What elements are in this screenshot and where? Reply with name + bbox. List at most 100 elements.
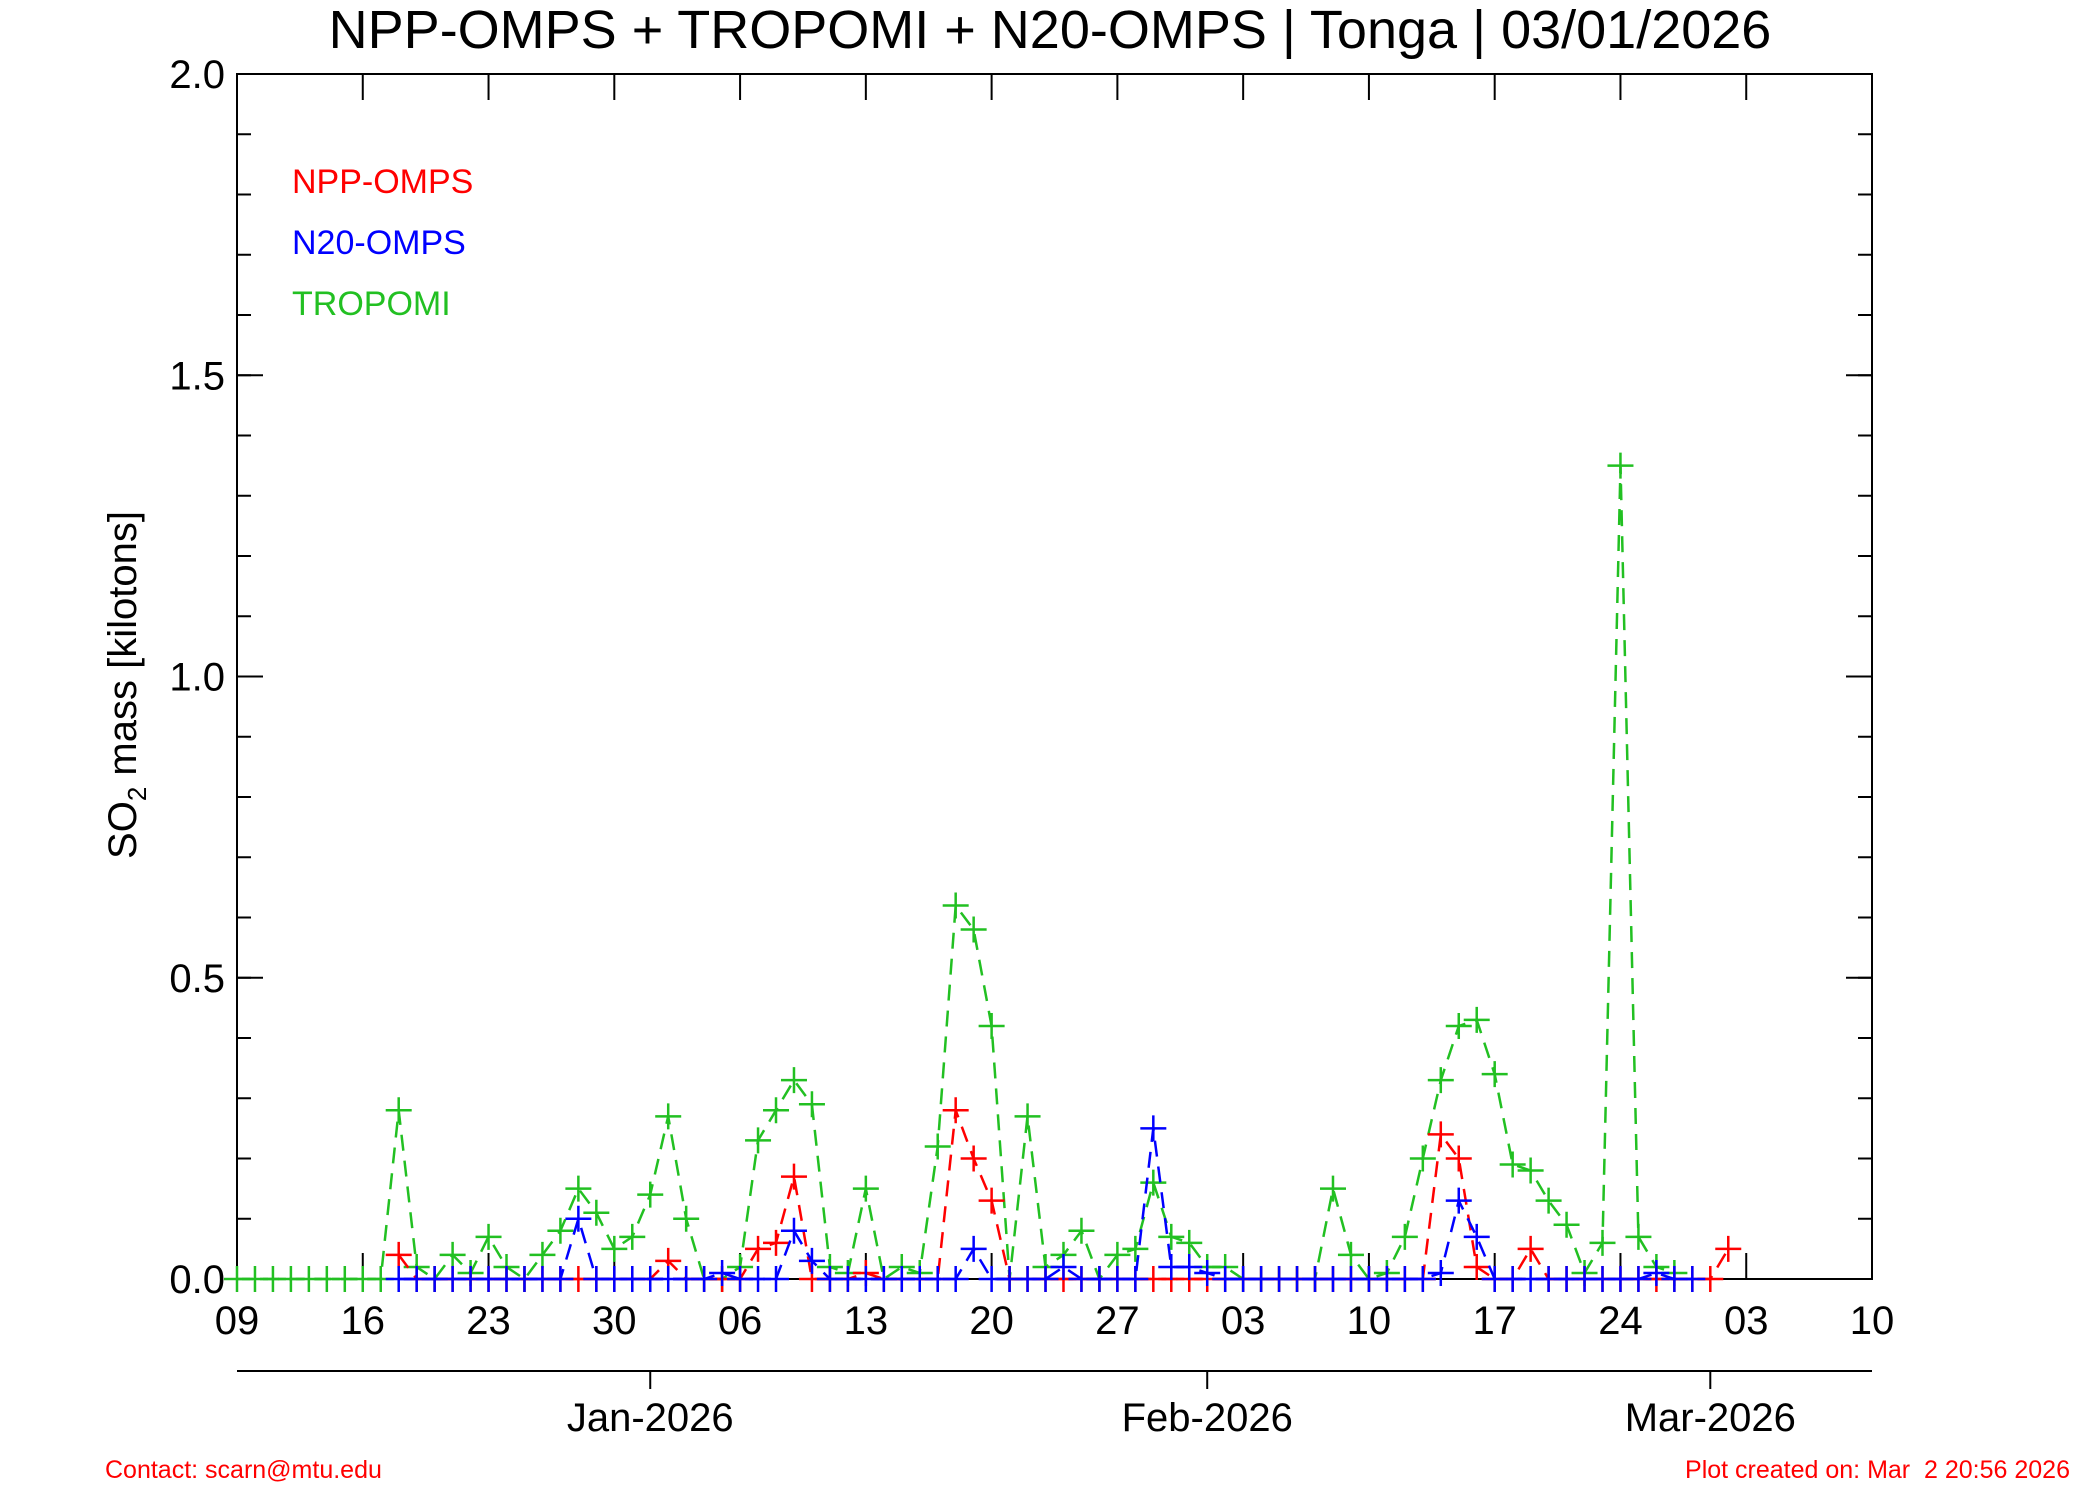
axes: 0.0 0.5 1.0 1.5 2.0 09 16 23 30 06 13 20 27 03 10 17 24 0… xyxy=(169,53,1894,1440)
data-point-marker xyxy=(942,1097,969,1124)
data-point-marker xyxy=(942,1266,969,1292)
legend-tropomi: TROPOMI xyxy=(292,285,451,323)
y-tick-label: 1.0 xyxy=(169,656,225,700)
month-tick-label: Feb-2026 xyxy=(1122,1396,1293,1440)
data-point-marker xyxy=(1445,1145,1472,1172)
data-point-marker xyxy=(601,1235,628,1262)
data-point-marker xyxy=(1517,1235,1544,1262)
data-point-marker xyxy=(798,1091,825,1118)
data-point-marker xyxy=(763,1266,790,1292)
x-tick-label: 10 xyxy=(1347,1299,1392,1343)
data-point-marker xyxy=(924,1133,951,1160)
data-point-marker xyxy=(763,1097,790,1124)
series-layer xyxy=(224,452,1742,1292)
data-point-marker xyxy=(960,916,987,943)
data-point-marker xyxy=(619,1223,646,1250)
y-tick-label: 2.0 xyxy=(169,53,225,97)
y-axis-label-subscript: 2 xyxy=(122,787,152,801)
data-point-marker xyxy=(1445,1012,1472,1039)
data-point-marker xyxy=(1409,1145,1436,1172)
data-point-marker xyxy=(1104,1241,1131,1268)
data-point-marker xyxy=(1337,1241,1364,1268)
x-tick-label: 10 xyxy=(1850,1299,1895,1343)
data-point-marker xyxy=(1679,1266,1706,1292)
x-tick-label: 24 xyxy=(1598,1299,1643,1343)
data-point-marker xyxy=(960,1235,987,1262)
legend: NPP-OMPS N20-OMPS TROPOMI xyxy=(292,163,473,323)
data-point-marker xyxy=(1589,1229,1616,1256)
legend-npp-omps: NPP-OMPS xyxy=(292,163,473,201)
data-point-marker xyxy=(1463,1223,1490,1250)
y-axis-label-main: SO xyxy=(101,801,145,859)
created-footer: Plot created on: Mar 2 20:56 2026 xyxy=(1685,1456,2070,1484)
data-point-marker xyxy=(1715,1235,1742,1262)
month-tick-label: Mar-2026 xyxy=(1625,1396,1796,1440)
data-point-marker xyxy=(1463,1006,1490,1033)
data-point-marker xyxy=(1643,1259,1670,1286)
x-tick-label: 03 xyxy=(1724,1299,1769,1343)
x-tick-label: 20 xyxy=(969,1299,1014,1343)
y-axis-label: SO2 mass [kilotons] xyxy=(101,511,152,859)
data-point-marker xyxy=(709,1259,736,1286)
data-point-marker xyxy=(1050,1253,1077,1280)
data-point-marker xyxy=(583,1199,610,1226)
y-tick-label: 0.5 xyxy=(169,957,225,1001)
x-tick-label: 06 xyxy=(718,1299,763,1343)
x-tick-label: 17 xyxy=(1472,1299,1517,1343)
data-point-marker xyxy=(439,1241,466,1268)
data-point-marker xyxy=(1409,1266,1436,1292)
data-point-marker xyxy=(798,1247,825,1274)
data-point-marker xyxy=(852,1175,879,1202)
plot-frame xyxy=(236,73,1873,1280)
data-point-marker xyxy=(565,1205,592,1232)
data-point-marker xyxy=(1445,1187,1472,1214)
data-point-marker xyxy=(1194,1259,1221,1286)
data-point-marker xyxy=(745,1127,772,1154)
x-tick-label: 03 xyxy=(1221,1299,1266,1343)
data-point-marker xyxy=(655,1103,682,1130)
data-point-marker xyxy=(385,1241,412,1268)
data-point-marker xyxy=(1463,1253,1490,1280)
data-point-marker xyxy=(1176,1253,1203,1280)
chart-title: NPP-OMPS + TROPOMI + N20-OMPS | Tonga | … xyxy=(329,0,1772,60)
x-tick-label: 23 xyxy=(466,1299,511,1343)
data-point-marker xyxy=(673,1205,700,1232)
data-point-marker xyxy=(978,1012,1005,1039)
legend-n20-omps: N20-OMPS xyxy=(292,224,466,262)
x-tick-label: 30 xyxy=(592,1299,637,1343)
x-tick-label: 27 xyxy=(1095,1299,1140,1343)
x-tick-label: 16 xyxy=(341,1299,386,1343)
data-point-marker xyxy=(1122,1266,1149,1292)
data-point-marker xyxy=(1032,1266,1059,1292)
data-point-marker xyxy=(529,1241,556,1268)
data-point-marker xyxy=(1481,1061,1508,1088)
y-tick-label: 1.5 xyxy=(169,354,225,398)
contact-footer: Contact: scarn@mtu.edu xyxy=(105,1456,382,1484)
data-point-marker xyxy=(1607,452,1634,479)
data-point-marker xyxy=(745,1235,772,1262)
data-point-marker xyxy=(1517,1157,1544,1184)
data-point-marker xyxy=(978,1187,1005,1214)
data-point-marker xyxy=(547,1266,574,1292)
data-point-marker xyxy=(1140,1169,1167,1196)
data-point-marker xyxy=(1068,1217,1095,1244)
data-point-marker xyxy=(1625,1223,1652,1250)
data-point-marker xyxy=(385,1097,412,1124)
data-point-marker xyxy=(1427,1259,1454,1286)
data-point-marker xyxy=(1122,1235,1149,1262)
data-point-marker xyxy=(763,1229,790,1256)
data-point-marker xyxy=(637,1181,664,1208)
data-point-marker xyxy=(691,1266,718,1292)
data-point-marker xyxy=(960,1145,987,1172)
x-tick-label: 13 xyxy=(844,1299,889,1343)
x-tick-label: 09 xyxy=(215,1299,260,1343)
data-point-marker xyxy=(1427,1121,1454,1148)
data-point-marker xyxy=(1427,1067,1454,1094)
series-tropomi xyxy=(224,452,1688,1292)
series-n20-omps xyxy=(385,1115,1706,1292)
data-point-marker xyxy=(1553,1211,1580,1238)
data-point-marker xyxy=(1140,1115,1167,1142)
data-point-marker xyxy=(780,1163,807,1190)
data-point-marker xyxy=(1535,1187,1562,1214)
